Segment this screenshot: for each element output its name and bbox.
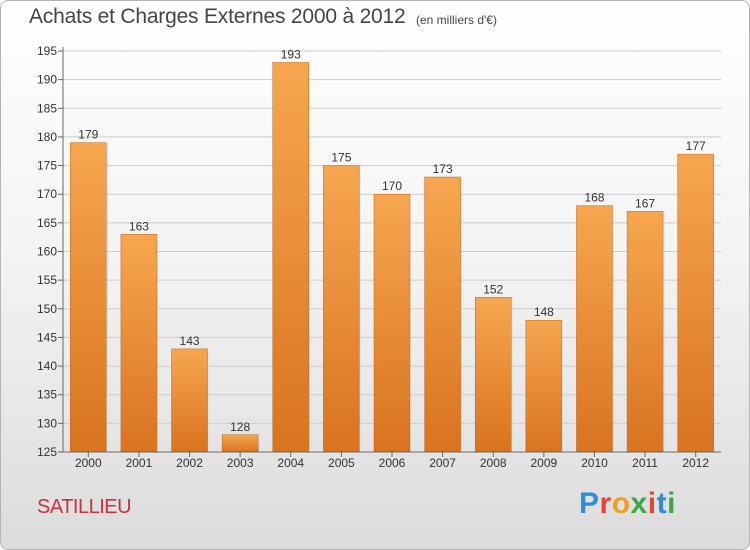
y-tick-label: 160 bbox=[37, 245, 57, 259]
y-tick-label: 195 bbox=[37, 44, 57, 58]
bar-2006 bbox=[373, 193, 411, 453]
bar-2003 bbox=[221, 434, 259, 453]
bar-2004 bbox=[272, 62, 310, 453]
data-labels: 179 163 143 128 193 175 170 173 152 148 168 167 177 bbox=[78, 47, 706, 433]
data-label-2003: 128 bbox=[230, 420, 250, 434]
x-tick-label: 2006 bbox=[379, 456, 406, 470]
bar-2009 bbox=[525, 319, 563, 453]
x-tick-label: 2007 bbox=[429, 456, 456, 470]
y-tick-label: 150 bbox=[37, 302, 57, 316]
data-label-2006: 170 bbox=[382, 179, 402, 193]
y-tick-label: 175 bbox=[37, 159, 57, 173]
data-label-2007: 173 bbox=[433, 162, 453, 176]
y-tick-label: 130 bbox=[37, 416, 57, 430]
bar-2008 bbox=[474, 297, 512, 453]
logo-letter: x bbox=[630, 487, 648, 520]
chart-title: Achats et Charges Externes 2000 à 2012 bbox=[29, 5, 406, 28]
logo-letter: t bbox=[656, 487, 668, 520]
x-tick-label: 2011 bbox=[632, 456, 658, 470]
x-tick-label: 2010 bbox=[581, 456, 608, 470]
x-tick-label: 2000 bbox=[75, 456, 102, 470]
data-label-2012: 177 bbox=[686, 139, 706, 153]
bar-2007 bbox=[424, 176, 461, 453]
bar-2011 bbox=[626, 211, 664, 453]
logo-letter: i bbox=[667, 487, 676, 520]
place-name: SATILLIEU bbox=[37, 496, 132, 518]
chart-unit: (en milliers d'€) bbox=[416, 13, 497, 27]
logo-letter: o bbox=[611, 487, 631, 520]
y-tick-label: 125 bbox=[37, 445, 57, 459]
bar-2012 bbox=[677, 153, 714, 453]
x-tick-label: 2002 bbox=[176, 456, 203, 470]
logo-letter: P bbox=[579, 487, 600, 520]
proxiti-logo: Proxiti bbox=[579, 487, 676, 521]
data-label-2004: 193 bbox=[281, 47, 301, 61]
data-label-2000: 179 bbox=[78, 128, 98, 142]
y-tick-label: 145 bbox=[37, 330, 57, 344]
bar-2005 bbox=[323, 165, 360, 453]
data-label-2011: 167 bbox=[635, 196, 655, 210]
bar-2010 bbox=[576, 205, 613, 453]
bar-2002 bbox=[171, 348, 208, 453]
x-tick-label: 2001 bbox=[126, 456, 153, 470]
data-label-2002: 143 bbox=[180, 334, 200, 348]
bar-2001 bbox=[120, 234, 158, 453]
data-label-2008: 152 bbox=[483, 282, 503, 296]
y-tick-label: 180 bbox=[37, 130, 57, 144]
logo-letter: i bbox=[647, 487, 657, 520]
x-tick-label: 2009 bbox=[530, 456, 557, 470]
y-tick-label: 190 bbox=[37, 73, 57, 87]
axes: 125 130 135 140 145 150 155 160 165 170 175 180 185 1… bbox=[37, 44, 721, 470]
y-tick-label: 170 bbox=[37, 187, 57, 201]
data-label-2005: 175 bbox=[331, 151, 351, 165]
y-tick-label: 165 bbox=[37, 216, 57, 230]
logo-letter: r bbox=[599, 487, 612, 520]
x-tick-label: 2008 bbox=[480, 456, 507, 470]
x-tick-label: 2004 bbox=[277, 456, 304, 470]
y-tick-label: 185 bbox=[37, 101, 57, 115]
data-label-2009: 148 bbox=[534, 305, 554, 319]
x-tick-label: 2005 bbox=[328, 456, 355, 470]
y-tick-label: 140 bbox=[37, 359, 57, 373]
bars bbox=[70, 62, 714, 453]
bar-2000 bbox=[70, 142, 107, 453]
x-tick-label: 2003 bbox=[227, 456, 254, 470]
data-label-2010: 168 bbox=[584, 191, 604, 205]
x-tick-label: 2012 bbox=[682, 456, 709, 470]
data-label-2001: 163 bbox=[129, 219, 149, 233]
y-tick-label: 135 bbox=[37, 388, 57, 402]
y-tick-label: 155 bbox=[37, 273, 57, 287]
